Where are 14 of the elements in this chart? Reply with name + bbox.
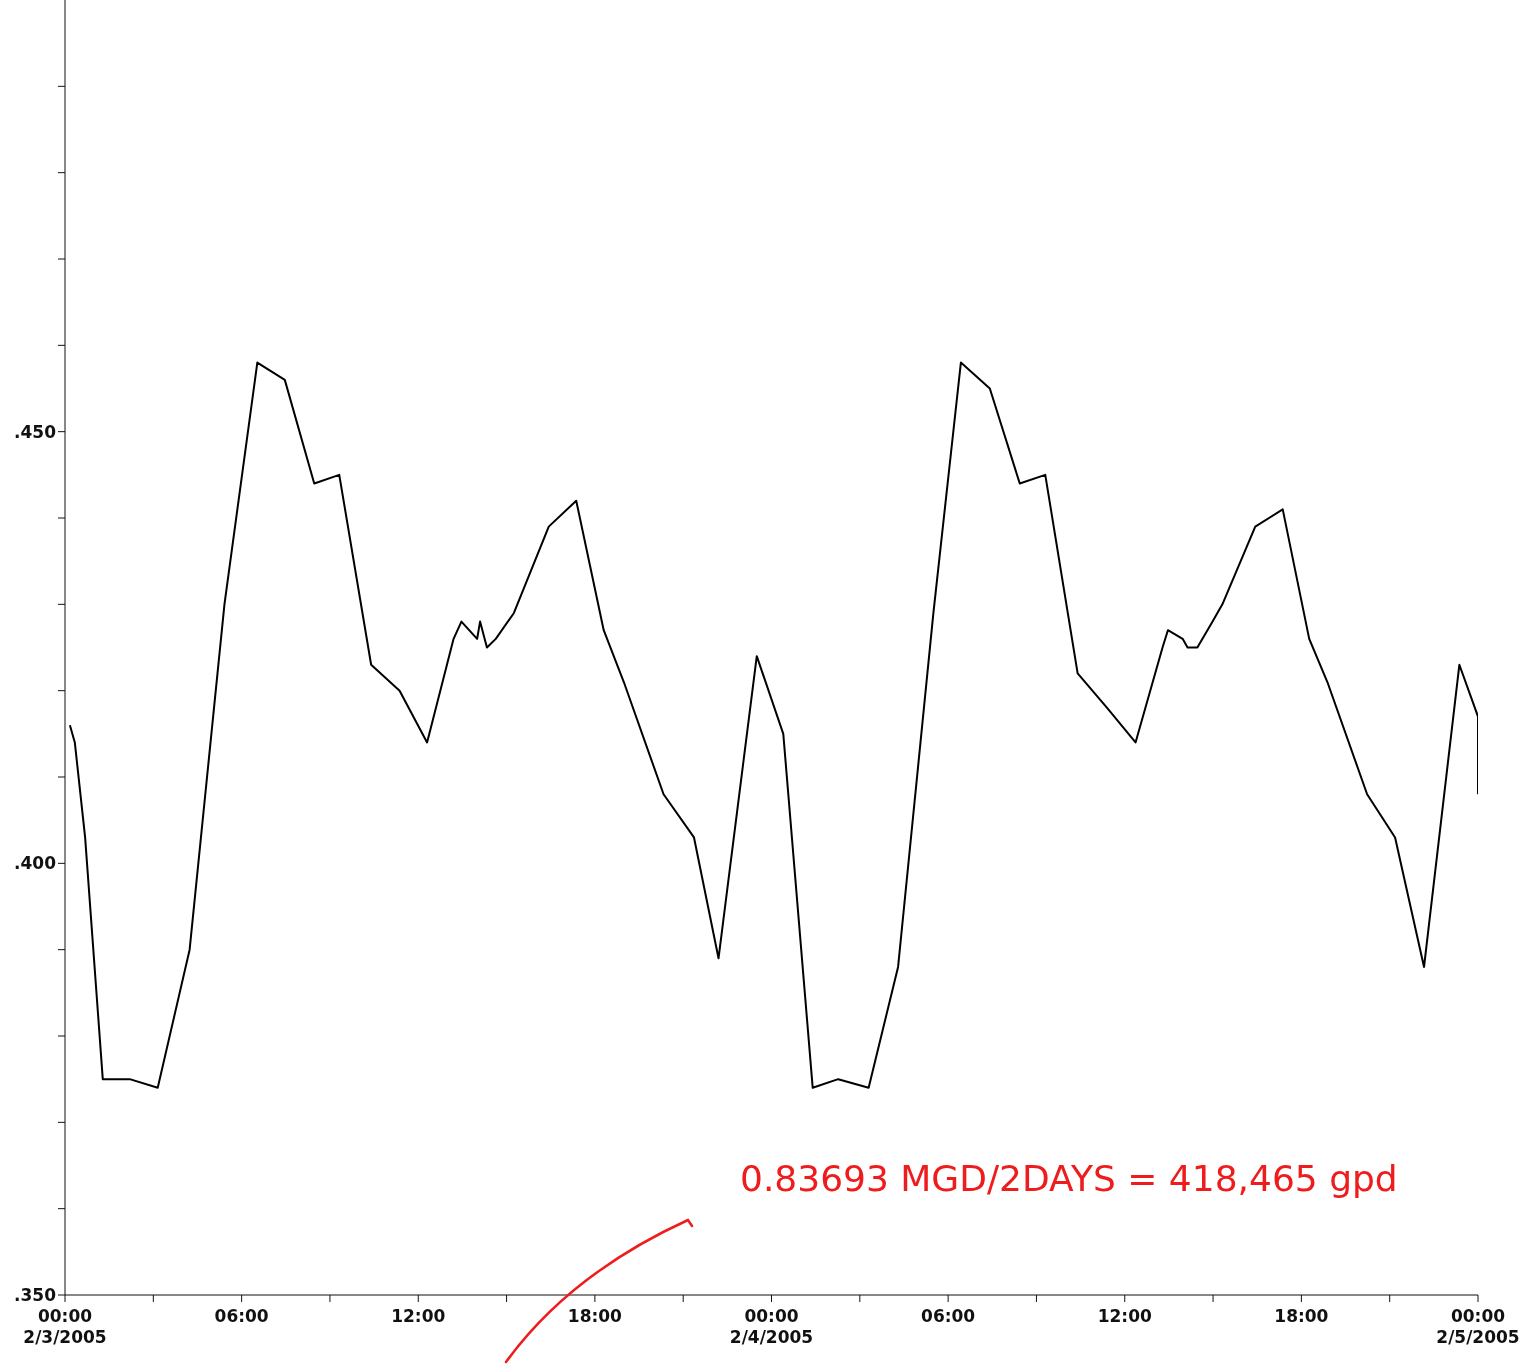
x-tick-label: 00:00 2/5/2005: [1436, 1306, 1520, 1347]
x-tick-label: 12:00: [391, 1306, 446, 1326]
y-tick-label: .400: [14, 853, 57, 874]
line-series: [68, 361, 1478, 1089]
y-tick-label: .350: [14, 1285, 57, 1306]
x-tick-label: 06:00: [214, 1306, 269, 1326]
x-tick-label: 18:00: [567, 1306, 623, 1326]
x-tick-label: 06:00: [921, 1306, 976, 1326]
x-tick-label: 18:00: [1274, 1306, 1329, 1326]
y-tick-label: .450: [14, 421, 57, 442]
x-tick-label: 00:00 2/3/2005: [23, 1306, 107, 1347]
annotation: 0.83693 MGD/2DAYS = 418,465 gpd: [740, 1158, 1398, 1199]
x-tick-label: 00:00 2/4/2005: [729, 1306, 814, 1347]
x-tick-label: 12:00: [1097, 1306, 1152, 1326]
